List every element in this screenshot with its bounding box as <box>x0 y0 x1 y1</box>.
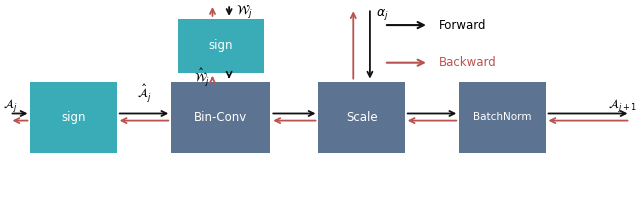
Text: BatchNorm: BatchNorm <box>473 112 532 122</box>
FancyBboxPatch shape <box>31 82 116 153</box>
Text: Scale: Scale <box>346 111 378 124</box>
Text: Backward: Backward <box>438 56 496 69</box>
Text: $\mathcal{A}_{j+1}$: $\mathcal{A}_{j+1}$ <box>608 97 637 114</box>
Text: $\hat{\mathcal{W}}_j$: $\hat{\mathcal{W}}_j$ <box>194 66 209 88</box>
FancyBboxPatch shape <box>172 82 270 153</box>
FancyBboxPatch shape <box>319 82 404 153</box>
Text: $\hat{\mathcal{A}}_j$: $\hat{\mathcal{A}}_j$ <box>137 82 151 104</box>
Text: sign: sign <box>61 111 86 124</box>
Text: Bin-Conv: Bin-Conv <box>194 111 248 124</box>
FancyBboxPatch shape <box>177 19 264 73</box>
Text: $\mathcal{A}_j$: $\mathcal{A}_j$ <box>3 97 18 114</box>
Text: sign: sign <box>209 40 233 52</box>
Text: Forward: Forward <box>438 19 486 32</box>
FancyBboxPatch shape <box>460 82 545 153</box>
Text: $\mathcal{W}_j$: $\mathcal{W}_j$ <box>236 3 252 20</box>
Text: $\alpha_j$: $\alpha_j$ <box>376 7 389 22</box>
